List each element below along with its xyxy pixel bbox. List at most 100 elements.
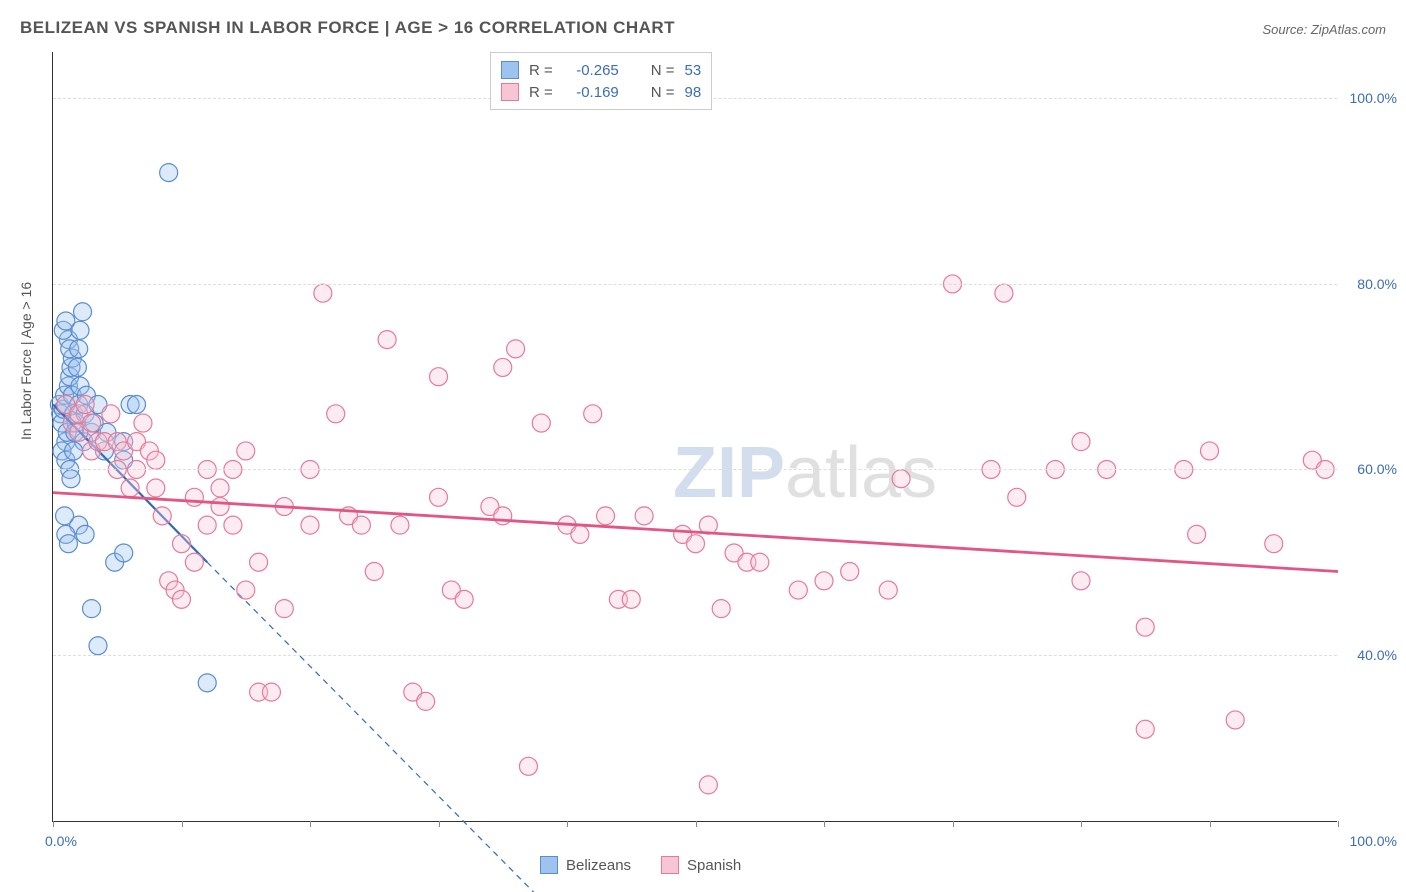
- data-point-spanish: [365, 563, 383, 581]
- x-tick: [182, 821, 183, 827]
- legend-item-spanish: Spanish: [661, 856, 741, 874]
- data-point-spanish: [250, 553, 268, 571]
- x-tick: [310, 821, 311, 827]
- x-tick: [53, 821, 54, 827]
- source-attribution: Source: ZipAtlas.com: [1262, 22, 1386, 37]
- data-point-belizeans: [115, 544, 133, 562]
- data-point-spanish: [1188, 525, 1206, 543]
- x-tick-label: 0.0%: [45, 833, 77, 849]
- r-label: R =: [529, 62, 553, 79]
- data-point-spanish: [892, 470, 910, 488]
- data-point-spanish: [1008, 488, 1026, 506]
- data-point-spanish: [430, 368, 448, 386]
- data-point-spanish: [789, 581, 807, 599]
- legend-stats-row-belizeans: R = -0.265 N = 53: [501, 59, 701, 81]
- data-point-spanish: [1226, 711, 1244, 729]
- legend-label: Belizeans: [566, 857, 631, 874]
- data-point-spanish: [712, 600, 730, 618]
- data-point-spanish: [571, 525, 589, 543]
- x-tick: [953, 821, 954, 827]
- n-value: 53: [685, 62, 702, 79]
- legend-bottom: Belizeans Spanish: [540, 856, 741, 874]
- grid-line: [53, 469, 1337, 470]
- data-point-spanish: [134, 414, 152, 432]
- data-point-spanish: [76, 396, 94, 414]
- plot-svg: [53, 52, 1337, 821]
- grid-line: [53, 655, 1337, 656]
- data-point-belizeans: [76, 525, 94, 543]
- data-point-spanish: [430, 488, 448, 506]
- data-point-spanish: [147, 451, 165, 469]
- data-point-spanish: [262, 683, 280, 701]
- n-label: N =: [651, 84, 675, 101]
- data-point-spanish: [519, 757, 537, 775]
- x-tick: [1081, 821, 1082, 827]
- data-point-spanish: [815, 572, 833, 590]
- trend-line-dash-belizeans: [207, 562, 593, 892]
- data-point-spanish: [455, 590, 473, 608]
- data-point-spanish: [327, 405, 345, 423]
- legend-item-belizeans: Belizeans: [540, 856, 631, 874]
- data-point-spanish: [352, 516, 370, 534]
- data-point-belizeans: [59, 535, 77, 553]
- grid-line: [53, 284, 1337, 285]
- r-value: -0.265: [563, 62, 619, 79]
- data-point-spanish: [391, 516, 409, 534]
- n-value: 98: [685, 84, 702, 101]
- chart-plot-area: ZIPatlas 40.0%60.0%80.0%100.0%0.0%100.0%: [52, 52, 1337, 822]
- data-point-belizeans: [65, 442, 83, 460]
- x-tick: [1338, 821, 1339, 827]
- x-tick: [567, 821, 568, 827]
- legend-label: Spanish: [687, 857, 741, 874]
- y-tick-label: 60.0%: [1342, 461, 1397, 477]
- data-point-spanish: [153, 507, 171, 525]
- data-point-spanish: [173, 590, 191, 608]
- data-point-spanish: [173, 535, 191, 553]
- data-point-spanish: [1072, 433, 1090, 451]
- y-tick-label: 80.0%: [1342, 276, 1397, 292]
- data-point-spanish: [995, 284, 1013, 302]
- data-point-spanish: [687, 535, 705, 553]
- data-point-belizeans: [128, 396, 146, 414]
- data-point-spanish: [224, 516, 242, 534]
- x-tick: [439, 821, 440, 827]
- data-point-spanish: [301, 516, 319, 534]
- data-point-spanish: [198, 516, 216, 534]
- data-point-belizeans: [89, 637, 107, 655]
- trend-line-spanish: [53, 493, 1338, 572]
- data-point-belizeans: [68, 358, 86, 376]
- data-point-spanish: [237, 581, 255, 599]
- data-point-spanish: [417, 692, 435, 710]
- swatch-icon: [661, 856, 679, 874]
- data-point-belizeans: [74, 303, 92, 321]
- data-point-spanish: [83, 414, 101, 432]
- data-point-belizeans: [62, 470, 80, 488]
- data-point-spanish: [211, 479, 229, 497]
- legend-stats-row-spanish: R = -0.169 N = 98: [501, 81, 701, 103]
- data-point-spanish: [879, 581, 897, 599]
- data-point-spanish: [314, 284, 332, 302]
- swatch-icon: [501, 83, 519, 101]
- data-point-belizeans: [71, 321, 89, 339]
- n-label: N =: [651, 62, 675, 79]
- data-point-spanish: [275, 600, 293, 618]
- r-value: -0.169: [563, 84, 619, 101]
- data-point-belizeans: [56, 507, 74, 525]
- data-point-spanish: [597, 507, 615, 525]
- data-point-spanish: [378, 331, 396, 349]
- data-point-belizeans: [198, 674, 216, 692]
- data-point-spanish: [211, 498, 229, 516]
- swatch-icon: [540, 856, 558, 874]
- data-point-spanish: [699, 776, 717, 794]
- legend-stats-box: R = -0.265 N = 53 R = -0.169 N = 98: [490, 52, 712, 110]
- data-point-spanish: [121, 479, 139, 497]
- data-point-spanish: [102, 405, 120, 423]
- data-point-belizeans: [70, 340, 88, 358]
- data-point-spanish: [185, 553, 203, 571]
- r-label: R =: [529, 84, 553, 101]
- swatch-icon: [501, 61, 519, 79]
- data-point-spanish: [635, 507, 653, 525]
- data-point-spanish: [1136, 618, 1154, 636]
- data-point-belizeans: [83, 600, 101, 618]
- data-point-spanish: [1136, 720, 1154, 738]
